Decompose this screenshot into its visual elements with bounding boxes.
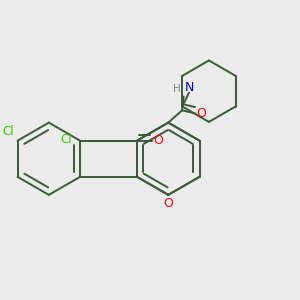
Text: O: O — [196, 107, 206, 120]
Text: H: H — [173, 84, 181, 94]
Text: Cl: Cl — [60, 133, 72, 146]
Text: O: O — [163, 197, 173, 210]
Text: Cl: Cl — [3, 124, 14, 138]
Text: O: O — [153, 134, 163, 147]
Text: N: N — [184, 81, 194, 94]
